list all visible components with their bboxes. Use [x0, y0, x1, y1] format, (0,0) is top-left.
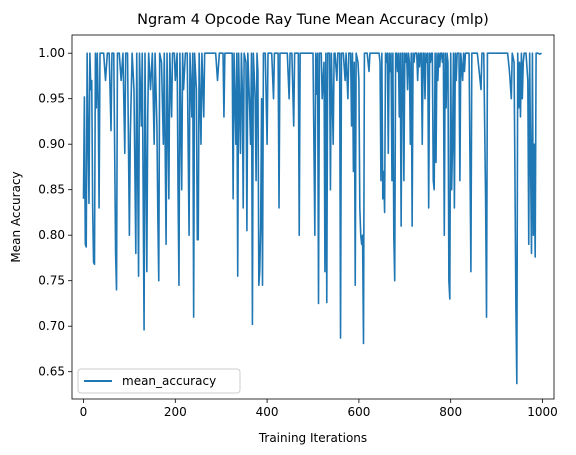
y-tick-label: 0.95: [38, 92, 65, 106]
x-tick-label: 600: [347, 405, 370, 419]
chart-title: Ngram 4 Opcode Ray Tune Mean Accuracy (m…: [137, 12, 489, 28]
y-tick-label: 0.80: [38, 228, 65, 242]
x-axis-title: Training Iterations: [258, 431, 367, 445]
y-tick-label: 0.85: [38, 183, 65, 197]
y-tick-label: 0.70: [38, 319, 65, 333]
x-tick-label: 200: [164, 405, 187, 419]
series-line-mean-accuracy: [82, 52, 542, 385]
x-tick-label: 800: [439, 405, 462, 419]
x-tick-label: 400: [256, 405, 279, 419]
y-tick-label: 1.00: [38, 46, 65, 60]
legend: mean_accuracy: [77, 368, 241, 394]
x-tick-label: 0: [80, 405, 88, 419]
plot-area-frame: [71, 34, 555, 400]
x-axis: 0 200 400 600 800 1000: [80, 399, 558, 419]
y-tick-label: 0.90: [38, 137, 65, 151]
legend-box: [77, 368, 241, 394]
x-tick-label: 1000: [527, 405, 558, 419]
y-axis: 0.65 0.70 0.75 0.80 0.85 0.90 0.95 1.00: [38, 46, 72, 379]
y-axis-title: Mean Accuracy: [9, 171, 23, 262]
series-layer: [82, 52, 542, 385]
y-tick-label: 0.75: [38, 274, 65, 288]
y-tick-label: 0.65: [38, 365, 65, 379]
legend-label-mean-accuracy: mean_accuracy: [122, 374, 216, 388]
